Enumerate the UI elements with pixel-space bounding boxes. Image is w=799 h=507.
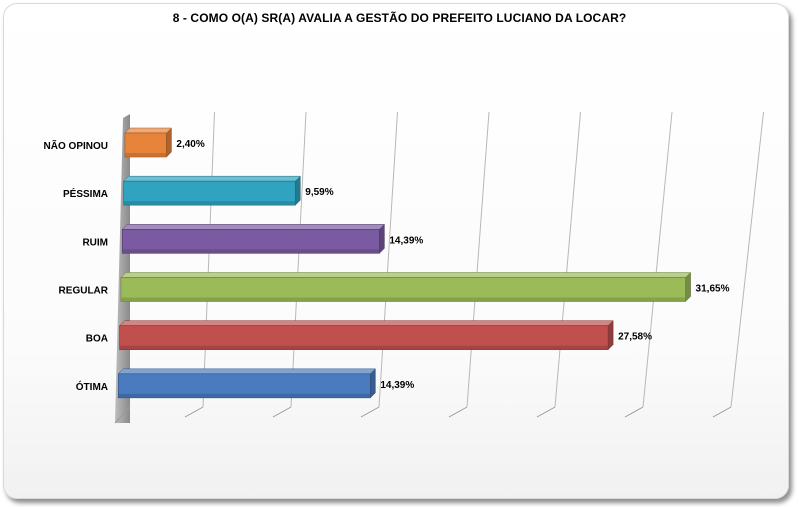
category-label: RUIM — [82, 237, 108, 248]
bar-top — [118, 320, 614, 326]
bar-shadow — [119, 345, 609, 350]
bar-shadow — [120, 297, 686, 302]
value-label: 14,39% — [389, 235, 423, 246]
bar-shadow — [123, 201, 296, 206]
grid-lines — [114, 111, 764, 424]
floor-tick — [448, 406, 468, 418]
category-label: BOA — [86, 334, 108, 345]
floor-tick — [360, 406, 380, 418]
grid-line — [378, 111, 398, 408]
bar-top — [120, 272, 692, 278]
labels: NÃO OPINOU 2,40% PÉSSIMA 9,59% RUIM 14,39% REG… — [44, 139, 730, 393]
value-label: 31,65% — [696, 284, 730, 295]
floor-tick — [184, 406, 204, 418]
grid-line — [554, 111, 581, 408]
bar-top — [124, 127, 173, 134]
value-label: 14,39% — [380, 380, 414, 391]
bar-top — [121, 224, 385, 230]
floor-edge — [114, 406, 131, 424]
value-label: 27,58% — [618, 332, 652, 343]
floor-tick — [536, 406, 556, 418]
value-label: 9,59% — [305, 187, 333, 198]
bar-top — [117, 368, 376, 375]
floor-tick — [272, 406, 292, 418]
floor-tick — [712, 406, 732, 418]
value-label: 2,40% — [176, 139, 204, 150]
category-label: ÓTIMA — [76, 380, 108, 393]
grid-line — [642, 111, 673, 408]
grid-line — [290, 111, 307, 408]
chart-title: 8 - COMO O(A) SR(A) AVALIA A GESTÃO DO P… — [172, 11, 627, 25]
category-label: NÃO OPINOU — [44, 139, 108, 152]
category-label: PÉSSIMA — [63, 187, 108, 200]
category-label: REGULAR — [59, 286, 109, 297]
bar-top — [122, 175, 301, 182]
bar-shadow — [122, 249, 380, 254]
grid-line — [202, 111, 215, 408]
bar-shadow — [124, 153, 167, 157]
floor-tick — [624, 406, 644, 418]
grid-line — [730, 111, 764, 408]
grid-line — [466, 111, 490, 408]
bar-shadow — [118, 393, 371, 398]
bars — [117, 127, 692, 399]
